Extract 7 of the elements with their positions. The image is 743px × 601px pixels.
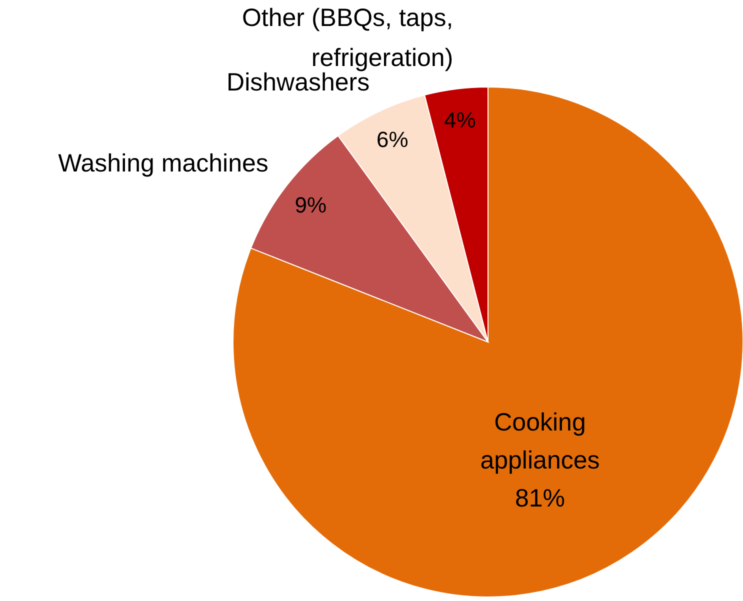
slice-label: Washing machines bbox=[58, 150, 268, 178]
slice-label: Cooking appliances bbox=[480, 408, 600, 475]
slice-label: Other (BBQs, taps, refrigeration) bbox=[242, 4, 454, 72]
data-label: 81% bbox=[514, 484, 566, 513]
data-label: 9% bbox=[294, 192, 327, 218]
data-label: 6% bbox=[376, 126, 408, 152]
data-label: 4% bbox=[444, 107, 476, 132]
